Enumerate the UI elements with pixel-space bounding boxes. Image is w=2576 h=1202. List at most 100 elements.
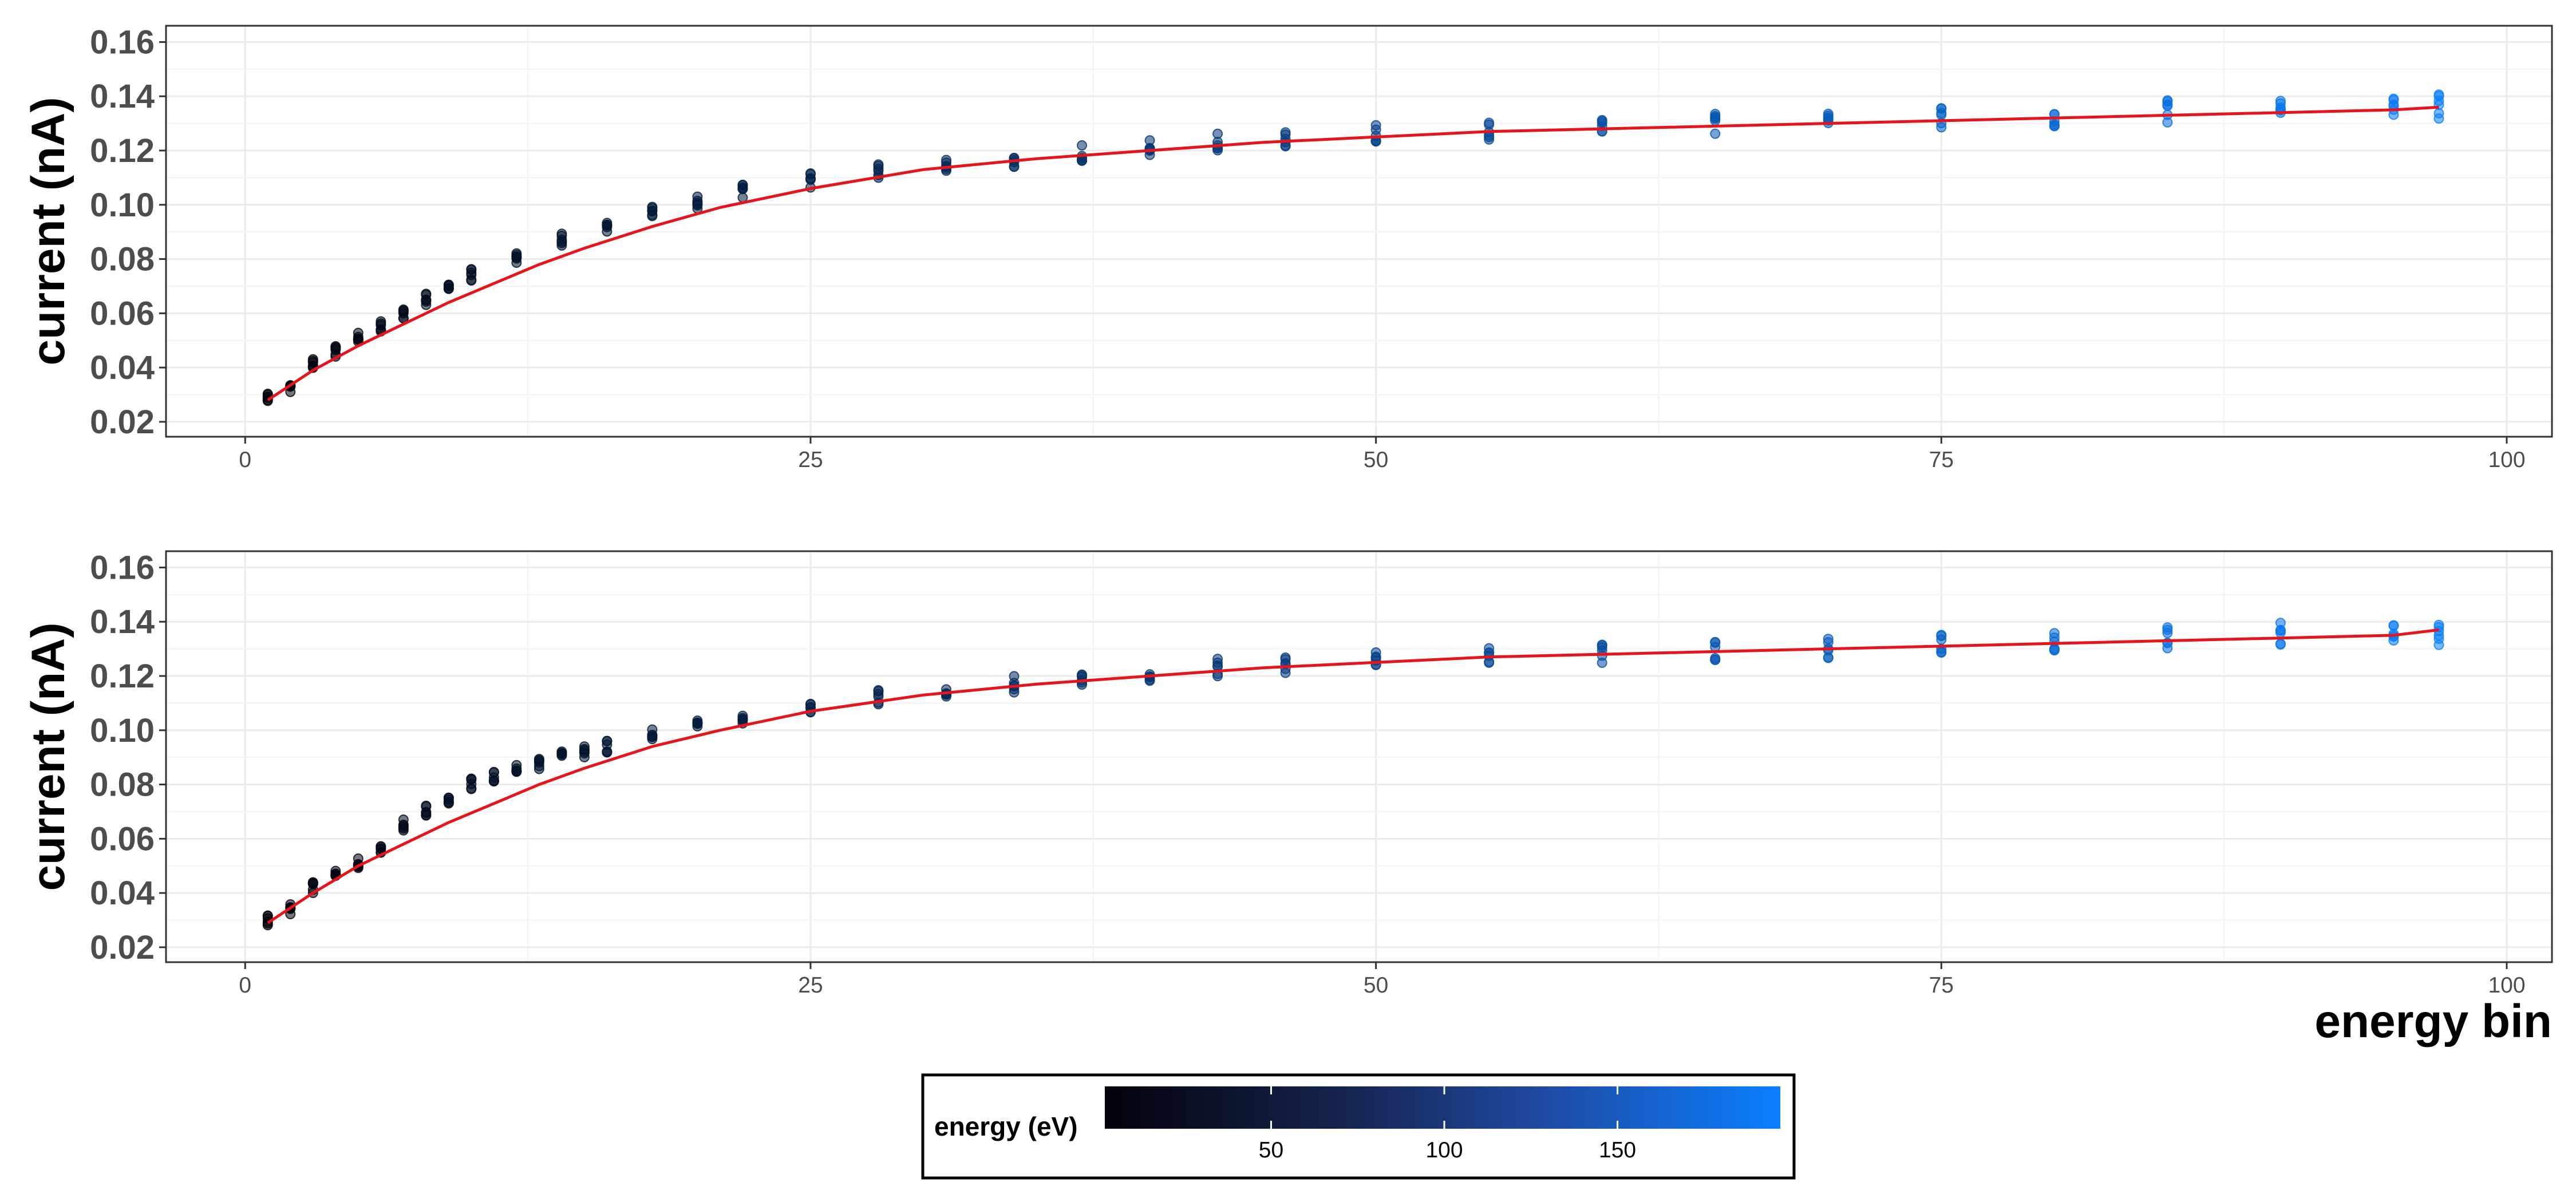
data-point — [1823, 634, 1834, 645]
data-point — [1280, 127, 1291, 138]
data-point — [1710, 654, 1721, 665]
x-tick-label: 50 — [1364, 973, 1388, 998]
data-point — [692, 191, 703, 202]
data-point — [1710, 636, 1721, 647]
x-tick-label: 75 — [1929, 448, 1954, 472]
data-point — [466, 270, 477, 280]
data-point — [466, 773, 477, 784]
data-point — [602, 220, 613, 231]
y-tick-label: 0.10 — [90, 187, 155, 224]
data-point — [421, 810, 432, 821]
data-point — [2162, 117, 2173, 128]
top-fit-line-group — [267, 105, 2439, 402]
data-point — [602, 747, 613, 758]
y-tick-label: 0.08 — [90, 766, 155, 804]
data-point — [2433, 96, 2444, 106]
y-tick-label: 0.14 — [90, 78, 155, 115]
colorbar — [1105, 1086, 1780, 1129]
x-tick-label: 0 — [239, 448, 251, 472]
data-point — [534, 754, 544, 765]
y-tick-label: 0.08 — [90, 241, 155, 278]
data-point — [1597, 657, 1607, 668]
data-point — [647, 724, 658, 735]
y-tick-label: 0.12 — [90, 132, 155, 169]
x-tick-label: 100 — [2488, 973, 2525, 998]
data-point — [1936, 646, 1947, 657]
data-point — [488, 776, 499, 787]
top-plot-border — [165, 25, 2553, 438]
top-panel: 0.02 0.04 0.06 0.08 0.10 0.12 0.14 0.16 0 25 50 75… — [22, 23, 2553, 472]
y-tick-label: 0.04 — [90, 349, 155, 386]
data-point — [1212, 671, 1223, 682]
y-tick-label: 0.04 — [90, 875, 155, 912]
y-tick-label: 0.06 — [90, 820, 155, 857]
data-point — [421, 800, 432, 811]
y-tick-label: 0.16 — [90, 549, 155, 586]
data-point — [330, 343, 341, 354]
data-point — [873, 163, 884, 174]
data-point — [737, 179, 748, 190]
data-point — [353, 333, 364, 344]
top-y-axis-label: current (nA) — [22, 97, 74, 365]
data-point — [2162, 95, 2173, 106]
data-point — [2049, 632, 2060, 643]
data-point — [556, 236, 567, 247]
data-point — [1484, 117, 1495, 128]
fit-line — [267, 628, 2439, 924]
data-point — [2433, 630, 2444, 641]
data-point — [511, 253, 522, 264]
data-point — [2433, 113, 2444, 124]
x-tick-label: 25 — [798, 973, 823, 998]
colorbar-tick-label: 150 — [1599, 1138, 1636, 1163]
data-point — [421, 299, 432, 310]
data-point — [398, 822, 409, 833]
y-tick-label: 0.12 — [90, 658, 155, 695]
x-tick-label: 25 — [798, 448, 823, 472]
data-point — [2162, 622, 2173, 633]
data-point — [1823, 653, 1834, 663]
data-point — [1597, 640, 1607, 651]
data-point — [488, 766, 499, 777]
x-axis-label: energy bin — [2314, 995, 2552, 1047]
colorbar-tick-label: 100 — [1425, 1138, 1463, 1163]
data-point — [2388, 94, 2399, 105]
color-legend: energy (eV) 50 100 150 — [921, 1073, 1796, 1180]
data-point — [647, 209, 658, 220]
bottom-y-axis-label: current (nA) — [22, 622, 74, 891]
data-point — [1936, 103, 1947, 114]
bottom-plot-background — [166, 551, 2552, 962]
top-plot-background — [166, 26, 2552, 437]
data-point — [2388, 109, 2399, 120]
x-tick-label: 50 — [1364, 448, 1388, 472]
data-point — [692, 721, 703, 732]
top-y-ticks: 0.02 0.04 0.06 0.08 0.10 0.12 0.14 0.16 — [90, 23, 166, 441]
fit-line — [267, 105, 2439, 402]
y-tick-label: 0.02 — [90, 929, 155, 966]
data-point — [2049, 644, 2060, 655]
y-tick-label: 0.10 — [90, 712, 155, 749]
data-point — [1710, 110, 1721, 121]
data-point — [2275, 639, 2286, 650]
data-point — [376, 318, 386, 329]
data-point — [2275, 625, 2286, 636]
y-tick-label: 0.16 — [90, 23, 155, 61]
data-point — [511, 760, 522, 770]
data-point — [534, 764, 544, 774]
data-point — [2433, 639, 2444, 650]
bottom-y-ticks: 0.02 0.04 0.06 0.08 0.10 0.12 0.14 0.16 — [90, 549, 166, 966]
top-gridlines — [166, 26, 2552, 437]
top-x-ticks: 0 25 50 75 100 — [239, 437, 2526, 472]
data-point — [443, 797, 454, 808]
data-point — [1710, 128, 1721, 139]
bottom-x-ticks: 0 25 50 75 100 — [239, 962, 2526, 998]
data-point — [1212, 654, 1223, 665]
colorbar-ticks: 50 100 150 — [1259, 1086, 1636, 1163]
data-point — [466, 784, 477, 794]
data-point — [307, 357, 318, 368]
data-point — [579, 752, 590, 762]
colorbar-tick-label: 50 — [1259, 1138, 1283, 1163]
data-point — [602, 736, 613, 746]
y-tick-label: 0.06 — [90, 295, 155, 332]
bottom-plot-border — [165, 550, 2553, 963]
